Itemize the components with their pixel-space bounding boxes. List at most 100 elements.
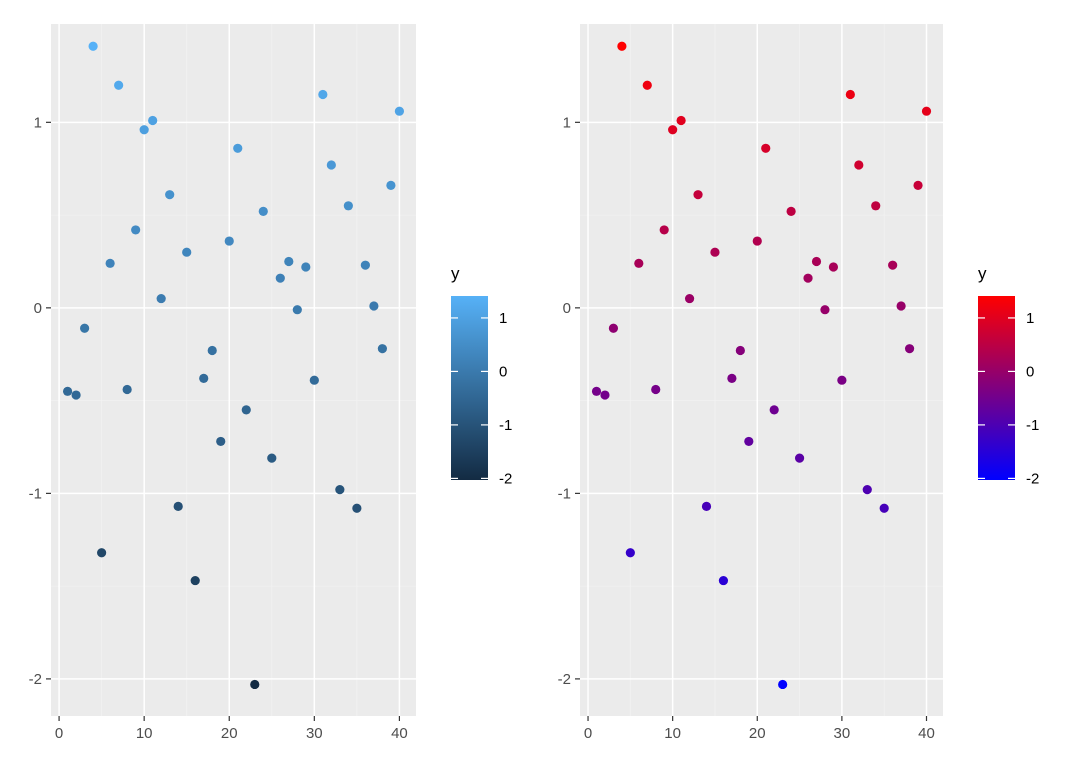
x-tick-label: 10 bbox=[664, 725, 681, 742]
data-point bbox=[608, 323, 619, 333]
legend-colorbar bbox=[978, 296, 1015, 480]
data-point bbox=[335, 485, 345, 495]
data-point bbox=[267, 453, 277, 463]
legend-label: -1 bbox=[499, 417, 512, 434]
data-point bbox=[165, 190, 175, 200]
data-point bbox=[600, 390, 610, 400]
data-point bbox=[62, 386, 73, 396]
data-point bbox=[845, 89, 855, 100]
y-tick-label: -1 bbox=[558, 485, 571, 502]
legend-label: -1 bbox=[1026, 417, 1039, 434]
data-point bbox=[216, 436, 226, 447]
x-tick-label: 20 bbox=[749, 725, 766, 742]
data-point bbox=[659, 225, 669, 235]
legend-title: y bbox=[451, 264, 460, 283]
legend: y 1 0 -1 -2 bbox=[978, 264, 1039, 487]
data-point bbox=[921, 106, 932, 116]
x-tick-label: 30 bbox=[306, 725, 323, 742]
data-point bbox=[879, 503, 889, 513]
data-point bbox=[369, 301, 379, 311]
data-point bbox=[122, 384, 132, 395]
data-point bbox=[343, 201, 353, 211]
x-tick-label: 40 bbox=[391, 725, 408, 742]
data-point bbox=[854, 160, 864, 170]
data-point bbox=[275, 273, 285, 283]
legend-colorbar bbox=[451, 296, 488, 480]
y-tick-label: 0 bbox=[34, 300, 42, 317]
legend-label: 0 bbox=[499, 363, 507, 380]
x-tick-label: 20 bbox=[221, 725, 238, 742]
data-point bbox=[684, 293, 695, 304]
legend-label: 0 bbox=[1026, 363, 1034, 380]
data-point bbox=[105, 258, 115, 268]
legend-title: y bbox=[978, 264, 987, 283]
x-tick-label: 40 bbox=[918, 725, 935, 742]
data-point bbox=[148, 115, 158, 126]
y-tick-label: 1 bbox=[34, 114, 42, 131]
data-point bbox=[326, 160, 336, 170]
y-tick-label: 0 bbox=[563, 300, 571, 317]
legend-label: -2 bbox=[1026, 470, 1039, 487]
data-point bbox=[837, 375, 847, 385]
data-point bbox=[352, 503, 362, 513]
y-tick-label: -2 bbox=[29, 671, 42, 688]
data-point bbox=[250, 679, 260, 690]
x-tick-label: 0 bbox=[584, 725, 592, 742]
data-point bbox=[241, 405, 251, 415]
y-tick-label: -2 bbox=[558, 671, 571, 688]
data-point bbox=[156, 293, 166, 304]
legend-label: 1 bbox=[499, 310, 507, 327]
y-tick-label: -1 bbox=[29, 485, 42, 502]
data-point bbox=[642, 80, 652, 90]
data-point bbox=[871, 201, 881, 211]
data-point bbox=[693, 190, 703, 200]
data-point bbox=[862, 485, 872, 495]
data-point bbox=[173, 501, 183, 511]
data-point bbox=[904, 344, 915, 354]
data-point bbox=[360, 260, 370, 270]
data-point bbox=[318, 89, 328, 100]
data-point bbox=[727, 373, 737, 383]
data-point bbox=[701, 501, 712, 511]
data-point bbox=[735, 345, 745, 356]
data-point bbox=[617, 41, 627, 51]
data-point bbox=[794, 453, 805, 463]
data-point bbox=[182, 247, 192, 257]
data-point bbox=[761, 143, 771, 153]
data-point bbox=[97, 548, 107, 558]
data-point bbox=[718, 575, 729, 586]
data-point bbox=[190, 575, 200, 586]
data-point bbox=[284, 256, 294, 267]
data-point bbox=[301, 262, 311, 272]
data-point bbox=[131, 225, 141, 235]
data-point bbox=[651, 384, 661, 395]
data-point bbox=[233, 143, 243, 153]
data-point bbox=[888, 260, 898, 270]
data-point bbox=[634, 258, 644, 268]
data-point bbox=[752, 236, 762, 246]
plot-panel-background bbox=[580, 24, 943, 716]
legend-label: -2 bbox=[499, 470, 512, 487]
legend: y 1 0 -1 -2 bbox=[451, 264, 512, 487]
data-point bbox=[828, 262, 839, 272]
data-point bbox=[139, 125, 149, 135]
data-point bbox=[710, 247, 720, 257]
data-point bbox=[224, 236, 234, 246]
data-point bbox=[377, 344, 387, 354]
data-point bbox=[80, 323, 90, 333]
data-point bbox=[896, 301, 906, 311]
x-tick-label: 0 bbox=[55, 725, 63, 742]
data-point bbox=[769, 405, 779, 415]
data-point bbox=[668, 125, 678, 135]
data-point bbox=[309, 375, 319, 385]
data-point bbox=[114, 80, 124, 90]
data-point bbox=[913, 180, 923, 191]
data-point bbox=[88, 41, 98, 51]
legend-label: 1 bbox=[1026, 310, 1034, 327]
plot-panel-background bbox=[51, 24, 416, 716]
data-point bbox=[394, 106, 405, 116]
data-point bbox=[625, 548, 635, 558]
x-tick-label: 10 bbox=[136, 725, 153, 742]
